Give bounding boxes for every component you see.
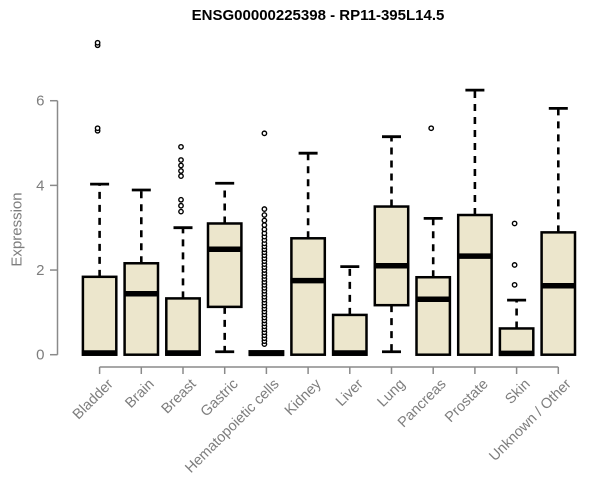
box-kidney xyxy=(290,151,327,356)
y-axis: 0 2 4 6 xyxy=(36,93,59,364)
box-lung xyxy=(373,135,410,354)
y-tick-label: 4 xyxy=(36,177,44,194)
box-hematopoietic-cells xyxy=(248,130,285,357)
y-tick-label: 0 xyxy=(36,347,44,364)
box-pancreas xyxy=(415,125,452,356)
box-gastric xyxy=(206,181,243,354)
box-liver xyxy=(331,265,368,356)
box-skin xyxy=(498,220,535,357)
chart-title: ENSG00000225398 - RP11-395L14.5 xyxy=(191,7,445,24)
y-tick-label: 2 xyxy=(36,262,44,279)
box-unknown-other xyxy=(540,106,577,356)
box-breast xyxy=(165,143,201,356)
x-axis xyxy=(98,366,560,374)
y-tick-label: 6 xyxy=(36,93,44,110)
box-bladder xyxy=(81,39,118,356)
box-brain xyxy=(123,188,160,356)
box-prostate xyxy=(456,88,493,356)
